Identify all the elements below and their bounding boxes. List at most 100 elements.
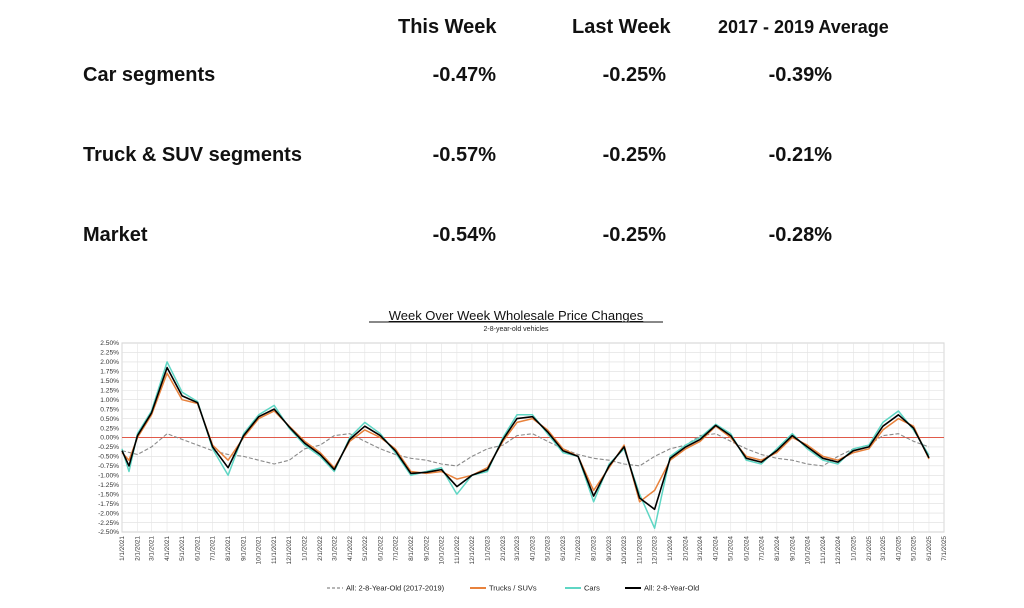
x-tick-label: 6/1/2025: [926, 536, 933, 561]
col-header-this-week: This Week: [398, 16, 497, 38]
x-tick-label: 3/1/2024: [697, 536, 704, 561]
x-tick-label: 12/1/2022: [469, 536, 476, 565]
x-tick-label: 10/1/2024: [804, 536, 811, 565]
x-tick-label: 4/1/2025: [895, 536, 902, 561]
y-tick-label: 2.50%: [100, 340, 119, 347]
y-tick-label: 0.25%: [100, 425, 119, 432]
series-line-2: [121, 361, 930, 529]
x-tick-label: 12/1/2024: [835, 536, 842, 565]
x-tick-label: 4/1/2024: [713, 536, 720, 561]
legend-label: All: 2-8-Year-Old (2017-2019): [346, 584, 445, 593]
x-tick-label: 9/1/2021: [241, 536, 248, 561]
row-label-truck-suv: Truck & SUV segments: [83, 144, 302, 166]
x-tick-label: 8/1/2024: [774, 536, 781, 561]
col-header-last-week: Last Week: [572, 16, 671, 38]
x-tick-label: 10/1/2021: [256, 536, 263, 565]
series-line-1: [121, 372, 930, 503]
x-tick-label: 4/1/2023: [529, 536, 536, 561]
x-tick-label: 1/1/2021: [119, 536, 126, 561]
y-tick-label: -0.75%: [98, 463, 119, 470]
x-tick-label: 6/1/2022: [377, 536, 384, 561]
y-tick-label: 0.50%: [100, 416, 119, 423]
legend-label: All: 2-8-Year-Old: [644, 584, 699, 593]
x-tick-label: 11/1/2022: [454, 536, 461, 564]
x-tick-label: 11/1/2023: [637, 536, 644, 564]
y-tick-label: -1.75%: [98, 501, 119, 508]
y-tick-label: 2.00%: [100, 359, 119, 366]
x-tick-label: 2/1/2022: [317, 536, 324, 561]
col-header-average: 2017 - 2019 Average: [718, 17, 889, 37]
x-tick-label: 3/1/2022: [331, 536, 338, 561]
market-last-week: -0.25%: [602, 224, 666, 246]
x-tick-label: 6/1/2024: [743, 536, 750, 561]
y-tick-label: 1.50%: [100, 378, 119, 385]
x-tick-label: 6/1/2023: [560, 536, 567, 561]
car-this-week: -0.47%: [432, 64, 496, 86]
y-tick-label: 1.25%: [100, 387, 119, 394]
legend-label: Trucks / SUVs: [489, 584, 537, 593]
x-tick-label: 2/1/2025: [866, 536, 873, 561]
x-tick-label: 4/1/2021: [164, 536, 171, 561]
x-tick-label: 10/1/2022: [438, 536, 445, 565]
x-tick-label: 5/1/2022: [362, 536, 369, 561]
y-tick-label: -2.00%: [98, 510, 119, 517]
market-average: -0.28%: [768, 224, 832, 246]
row-label-car: Car segments: [83, 64, 216, 86]
x-tick-label: 7/1/2025: [941, 536, 948, 561]
x-tick-label: 7/1/2024: [758, 536, 765, 561]
x-tick-label: 12/1/2021: [286, 536, 293, 565]
y-tick-label: -2.50%: [98, 529, 119, 536]
chart-series: [121, 361, 944, 529]
x-tick-label: 8/1/2023: [591, 536, 598, 561]
summary-table: This Week Last Week 2017 - 2019 Average …: [0, 0, 1024, 280]
x-tick-label: 7/1/2022: [392, 536, 399, 561]
x-axis-ticks: 1/1/2021 2/1/2021 3/1/2021 4/1/2021 5/1/2021…: [119, 536, 948, 565]
y-tick-label: -1.25%: [98, 482, 119, 489]
x-tick-label: 5/1/2021: [179, 536, 186, 561]
y-tick-label: 1.75%: [100, 369, 119, 376]
x-tick-label: 1/1/2022: [302, 536, 309, 561]
x-tick-label: 10/1/2023: [621, 536, 628, 565]
x-tick-label: 6/1/2021: [195, 536, 202, 561]
row-label-market: Market: [83, 224, 148, 246]
x-tick-label: 11/1/2021: [271, 536, 278, 564]
car-average: -0.39%: [768, 64, 832, 86]
x-tick-label: 8/1/2022: [408, 536, 415, 561]
car-last-week: -0.25%: [602, 64, 666, 86]
x-tick-label: 5/1/2023: [545, 536, 552, 561]
truck-average: -0.21%: [768, 144, 832, 166]
x-tick-label: 2/1/2024: [683, 536, 690, 561]
legend-label: Cars: [584, 584, 600, 593]
wholesale-price-chart: Week Over Week Wholesale Price Changes 2…: [98, 308, 948, 593]
x-tick-label: 9/1/2023: [606, 536, 613, 561]
chart-subtitle: 2-8-year-old vehicles: [484, 326, 549, 333]
market-this-week: -0.54%: [432, 224, 496, 246]
truck-last-week: -0.25%: [602, 144, 666, 166]
x-tick-label: 12/1/2023: [652, 536, 659, 565]
chart-title: Week Over Week Wholesale Price Changes: [389, 308, 644, 323]
y-tick-label: -1.50%: [98, 491, 119, 498]
x-tick-label: 9/1/2022: [423, 536, 430, 561]
y-tick-label: 1.00%: [100, 397, 119, 404]
x-tick-label: 7/1/2021: [210, 536, 217, 561]
x-tick-label: 1/1/2023: [484, 536, 491, 561]
x-tick-label: 1/1/2024: [667, 536, 674, 561]
y-tick-label: -2.25%: [98, 520, 119, 527]
x-tick-label: 3/1/2023: [514, 536, 521, 561]
series-line-3: [121, 366, 930, 511]
y-tick-label: 0.75%: [100, 406, 119, 413]
x-tick-label: 1/1/2025: [850, 536, 857, 561]
y-tick-label: 2.25%: [100, 350, 119, 357]
x-tick-label: 9/1/2024: [789, 536, 796, 561]
x-tick-label: 5/1/2024: [728, 536, 735, 561]
x-tick-label: 3/1/2025: [880, 536, 887, 561]
x-tick-label: 7/1/2023: [575, 536, 582, 561]
x-tick-label: 8/1/2021: [225, 536, 232, 561]
x-tick-label: 11/1/2024: [820, 536, 827, 564]
y-tick-label: -0.50%: [98, 454, 119, 461]
y-tick-label: -1.00%: [98, 473, 119, 480]
chart-legend: All: 2-8-Year-Old (2017-2019) Trucks / SU…: [327, 584, 699, 593]
y-tick-label: 0.00%: [100, 435, 119, 442]
x-tick-label: 2/1/2021: [135, 536, 142, 561]
truck-this-week: -0.57%: [432, 144, 496, 166]
